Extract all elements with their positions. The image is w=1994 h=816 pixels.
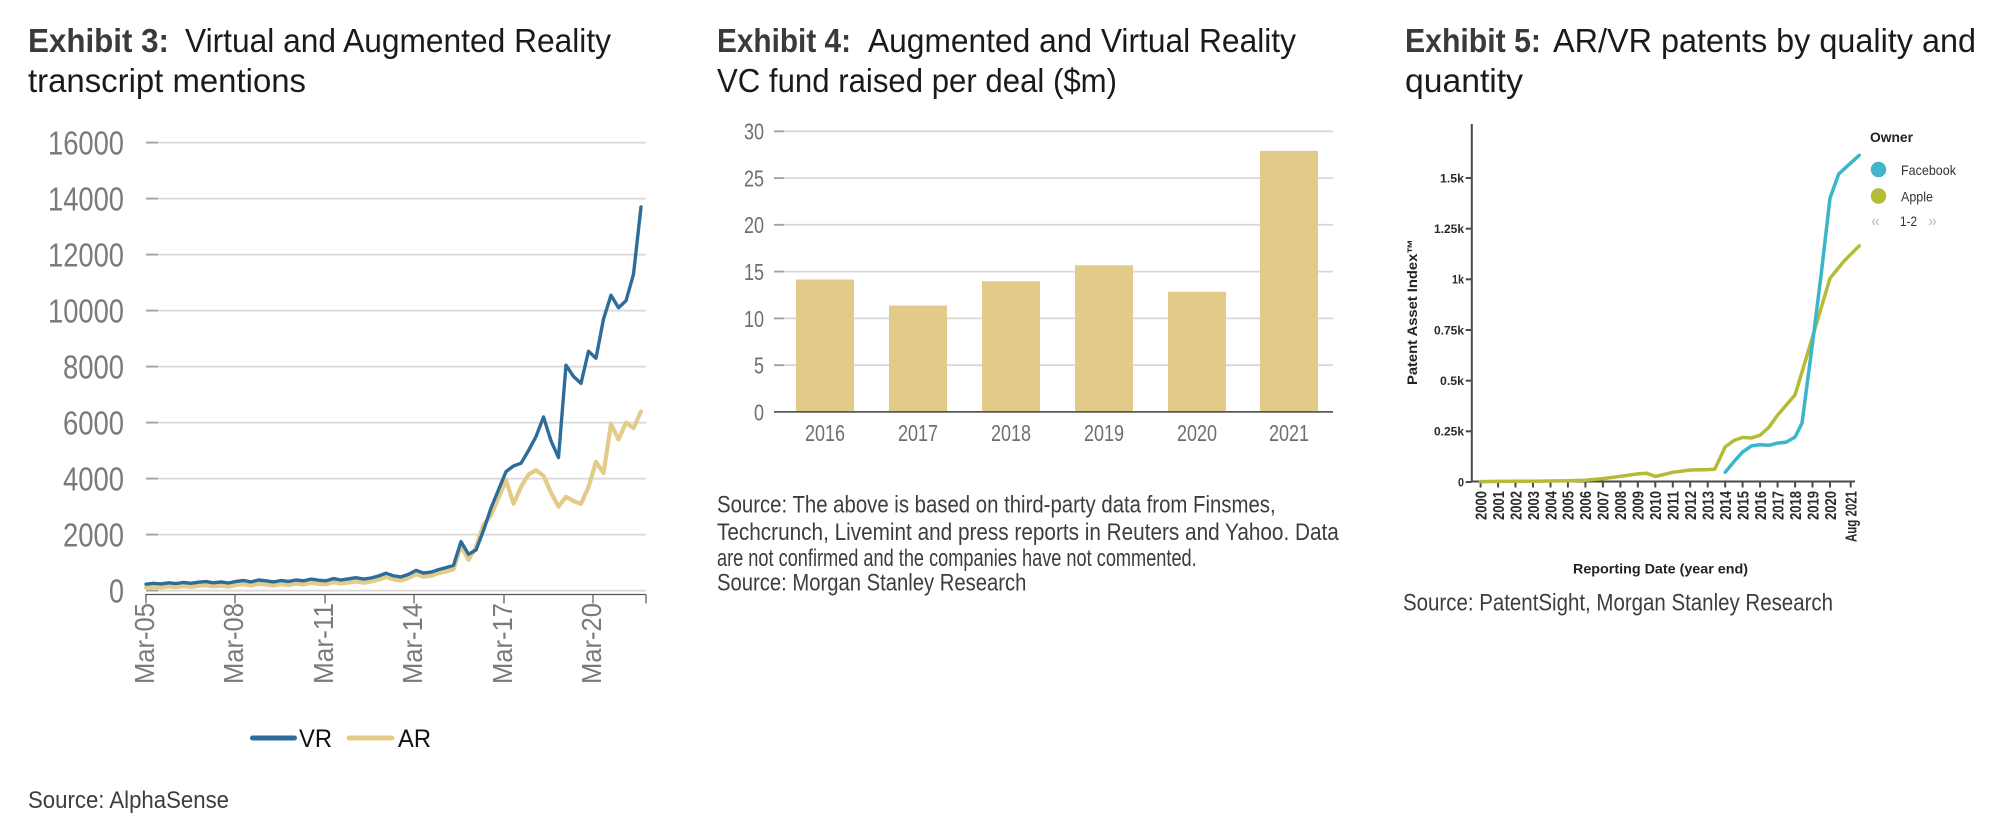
- svg-text:transcript mentions: transcript mentions: [28, 62, 306, 99]
- svg-text:0: 0: [754, 399, 764, 425]
- svg-text:12000: 12000: [48, 237, 124, 274]
- svg-text:Source: PatentSight, Morgan St: Source: PatentSight, Morgan Stanley Rese…: [1403, 589, 1833, 616]
- svg-text:2012: 2012: [1683, 491, 1700, 520]
- svg-text:«: «: [1871, 213, 1880, 230]
- svg-text:1.25k: 1.25k: [1434, 222, 1464, 236]
- svg-text:Exhibit 4:: Exhibit 4:: [717, 22, 851, 59]
- svg-text:AR/VR patents by quality and: AR/VR patents by quality and: [1553, 22, 1976, 59]
- svg-text:2008: 2008: [1613, 491, 1630, 520]
- svg-text:Exhibit 3:: Exhibit 3:: [28, 22, 169, 59]
- svg-text:2000: 2000: [63, 517, 124, 554]
- svg-text:2007: 2007: [1596, 491, 1613, 520]
- svg-text:Source: Morgan Stanley Researc: Source: Morgan Stanley Research: [717, 570, 1026, 597]
- svg-text:2016: 2016: [1753, 491, 1770, 520]
- svg-text:2014: 2014: [1718, 491, 1735, 520]
- svg-text:Techcrunch, Livemint and press: Techcrunch, Livemint and press reports i…: [717, 519, 1339, 546]
- svg-text:Owner: Owner: [1870, 129, 1914, 145]
- svg-text:2013: 2013: [1701, 491, 1718, 520]
- svg-text:4000: 4000: [63, 461, 124, 498]
- svg-text:2016: 2016: [805, 420, 845, 446]
- svg-text:Patent Asset Index™: Patent Asset Index™: [1404, 239, 1420, 385]
- svg-text:16000: 16000: [48, 125, 124, 162]
- svg-text:AR: AR: [398, 725, 431, 753]
- svg-text:0: 0: [109, 573, 124, 610]
- svg-text:Mar-17: Mar-17: [487, 603, 518, 684]
- svg-text:0.75k: 0.75k: [1434, 323, 1464, 337]
- svg-text:1k: 1k: [1452, 273, 1464, 287]
- svg-text:VR: VR: [299, 725, 332, 753]
- svg-text:2006: 2006: [1578, 491, 1595, 520]
- svg-text:2017: 2017: [1770, 491, 1787, 520]
- svg-text:2019: 2019: [1805, 491, 1822, 520]
- svg-text:Mar-08: Mar-08: [218, 603, 249, 684]
- svg-text:»: »: [1928, 213, 1937, 230]
- svg-text:2003: 2003: [1526, 491, 1543, 520]
- svg-text:Source: The above is based on: Source: The above is based on third-part…: [717, 492, 1276, 519]
- svg-text:5: 5: [754, 353, 764, 379]
- svg-text:Facebook: Facebook: [1901, 162, 1957, 178]
- svg-text:0.25k: 0.25k: [1434, 425, 1464, 439]
- svg-text:Aug 2021: Aug 2021: [1844, 491, 1861, 542]
- svg-text:1.5k: 1.5k: [1440, 171, 1464, 185]
- svg-text:2000: 2000: [1473, 491, 1490, 520]
- svg-text:Reporting Date (year end): Reporting Date (year end): [1573, 561, 1748, 577]
- svg-text:8000: 8000: [63, 349, 124, 386]
- svg-text:2020: 2020: [1823, 491, 1840, 520]
- svg-text:2018: 2018: [1788, 491, 1805, 520]
- svg-text:are not confirmed and the comp: are not confirmed and the companies have…: [717, 545, 1197, 572]
- svg-text:2005: 2005: [1561, 491, 1578, 520]
- svg-text:Mar-11: Mar-11: [308, 603, 339, 684]
- svg-text:Mar-14: Mar-14: [397, 603, 428, 684]
- svg-text:14000: 14000: [48, 181, 124, 218]
- svg-text:1-2: 1-2: [1900, 213, 1917, 229]
- svg-text:0: 0: [1458, 475, 1464, 489]
- svg-text:VC fund raised per deal ($m): VC fund raised per deal ($m): [717, 62, 1117, 99]
- svg-text:10000: 10000: [48, 293, 124, 330]
- svg-text:2021: 2021: [1269, 420, 1309, 446]
- svg-text:6000: 6000: [63, 405, 124, 442]
- svg-text:quantity: quantity: [1405, 62, 1523, 99]
- svg-text:2019: 2019: [1084, 420, 1124, 446]
- svg-text:2011: 2011: [1666, 491, 1683, 520]
- svg-text:Mar-05: Mar-05: [129, 603, 160, 684]
- svg-text:Source: AlphaSense: Source: AlphaSense: [28, 787, 229, 814]
- svg-text:2001: 2001: [1491, 491, 1508, 520]
- svg-text:2009: 2009: [1631, 491, 1648, 520]
- svg-text:2004: 2004: [1543, 491, 1560, 520]
- svg-text:2015: 2015: [1735, 491, 1752, 520]
- svg-text:Exhibit 5:: Exhibit 5:: [1405, 22, 1541, 59]
- svg-text:25: 25: [744, 166, 764, 192]
- svg-text:15: 15: [744, 259, 764, 285]
- svg-text:10: 10: [744, 306, 764, 332]
- svg-text:2017: 2017: [898, 420, 938, 446]
- svg-text:Augmented and Virtual Reality: Augmented and Virtual Reality: [868, 22, 1296, 59]
- svg-text:30: 30: [744, 119, 764, 145]
- svg-text:2010: 2010: [1648, 491, 1665, 520]
- svg-text:Apple: Apple: [1901, 189, 1933, 205]
- svg-text:0.5k: 0.5k: [1440, 374, 1464, 388]
- svg-text:20: 20: [744, 212, 764, 238]
- svg-text:2020: 2020: [1177, 420, 1217, 446]
- svg-text:Mar-20: Mar-20: [576, 603, 607, 684]
- svg-text:2002: 2002: [1508, 491, 1525, 520]
- svg-text:2018: 2018: [991, 420, 1031, 446]
- svg-text:Virtual and Augmented Reality: Virtual and Augmented Reality: [185, 22, 611, 59]
